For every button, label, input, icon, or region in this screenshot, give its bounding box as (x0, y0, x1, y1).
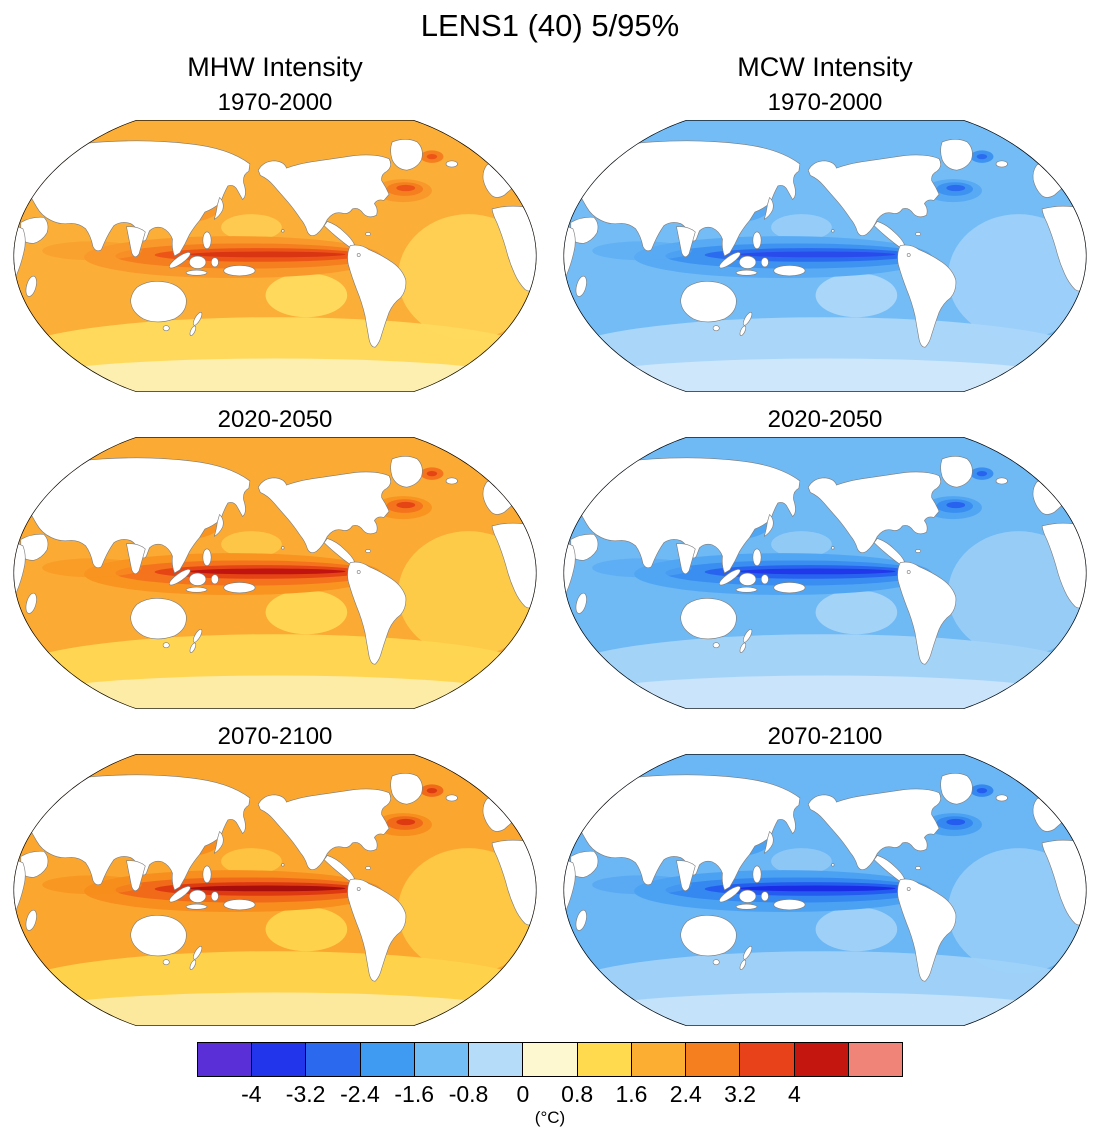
colorbar-cell (576, 1042, 631, 1076)
map-mhw-2070-2100 (13, 754, 537, 1026)
panel-period: 2020-2050 (217, 405, 333, 433)
colorbar-cell (359, 1042, 414, 1076)
colorbar-tick-label: 2.4 (669, 1080, 702, 1107)
column-header-mhw: MHW Intensity (187, 51, 363, 82)
panel-mcw-2020-2050: 2020-2050 (550, 402, 1100, 709)
colorbar-cell (522, 1042, 577, 1076)
colorbar-cell (739, 1042, 794, 1076)
colorbar-tick-label: -3.2 (285, 1080, 326, 1107)
colorbar-tick-label: 0 (516, 1080, 530, 1107)
colorbar-cell (847, 1042, 903, 1076)
panel-mcw-2070-2100: 2070-2100 (550, 719, 1100, 1026)
map-mcw-2020-2050 (563, 437, 1087, 709)
map-mhw-1970-2000 (13, 120, 537, 392)
panel-period: 2020-2050 (767, 405, 883, 433)
map-mcw-1970-2000 (563, 120, 1087, 392)
panel-mhw-1970-2000: 1970-2000 (0, 85, 550, 392)
colorbar-cell (685, 1042, 740, 1076)
panel-period: 1970-2000 (767, 88, 883, 116)
colorbar-tick-label: -2.4 (340, 1080, 380, 1107)
map-grid: 1970-2000 1970-2000 2020-2050 2020-2050 … (0, 85, 1100, 1026)
map-mcw-2070-2100 (563, 754, 1087, 1026)
column-header-mcw: MCW Intensity (737, 51, 913, 82)
colorbar-tick-label: -1.6 (394, 1080, 435, 1107)
colorbar-tick-label: 1.6 (615, 1080, 648, 1107)
panel-mcw-1970-2000: 1970-2000 (550, 85, 1100, 392)
colorbar-ticks: -4 -3.2 -2.4 -1.6 -0.8 0 0.8 1.6 2.4 3.2 4 (197, 1077, 903, 1107)
panel-period: 1970-2000 (217, 88, 333, 116)
figure-title: LENS1 (40) 5/95% (420, 8, 680, 43)
colorbar-gradient (197, 1041, 903, 1077)
colorbar-cell (413, 1042, 469, 1076)
colorbar-unit: (°C) (534, 1107, 566, 1127)
panel-period: 2070-2100 (217, 722, 333, 750)
colorbar-cell (305, 1042, 360, 1076)
colorbar-tick-label: -4 (241, 1080, 262, 1107)
colorbar-cell (793, 1042, 848, 1076)
colorbar-tick-label: 4 (787, 1080, 801, 1107)
panel-period: 2070-2100 (767, 722, 883, 750)
colorbar: -4 -3.2 -2.4 -1.6 -0.8 0 0.8 1.6 2.4 3.2 4 (°C) (197, 1041, 903, 1128)
panel-mhw-2020-2050: 2020-2050 (0, 402, 550, 709)
colorbar-cell (251, 1042, 306, 1076)
colorbar-tick-label: -0.8 (448, 1080, 489, 1107)
map-mhw-2020-2050 (13, 437, 537, 709)
colorbar-section: -4 -3.2 -2.4 -1.6 -0.8 0 0.8 1.6 2.4 3.2 4 (°C) (0, 1041, 1100, 1128)
panel-mhw-2070-2100: 2070-2100 (0, 719, 550, 1026)
colorbar-cell (468, 1042, 523, 1076)
colorbar-cell (198, 1042, 252, 1076)
colorbar-cell (630, 1042, 686, 1076)
colorbar-tick-label: 3.2 (724, 1080, 757, 1107)
colorbar-tick-label: 0.8 (561, 1080, 594, 1107)
column-headers: MHW Intensity MCW Intensity (0, 52, 1100, 83)
